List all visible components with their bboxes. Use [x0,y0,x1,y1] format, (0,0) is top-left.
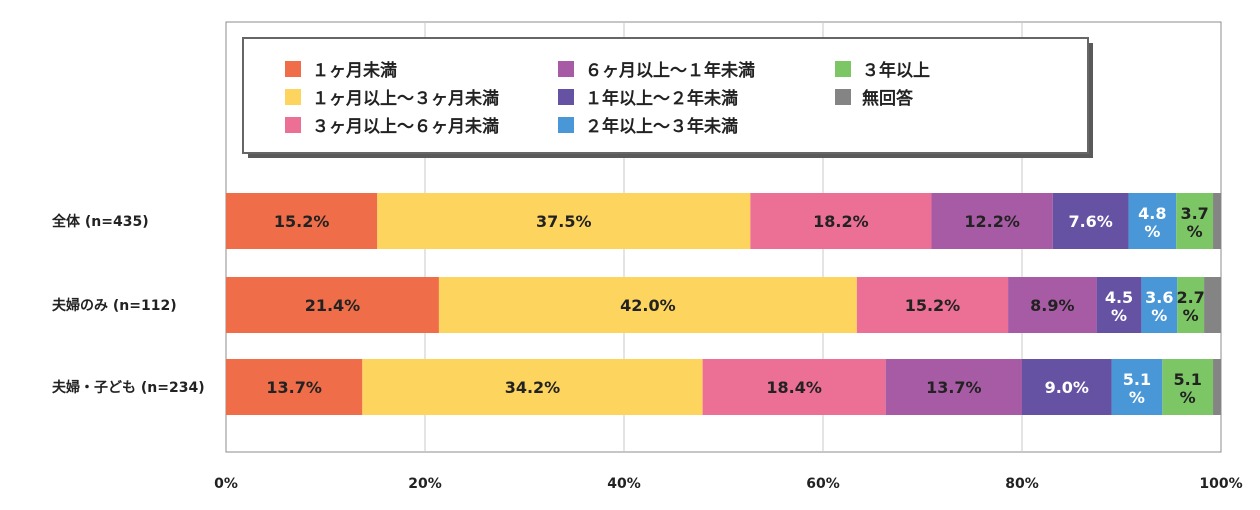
legend-swatch [558,61,574,77]
data-label: 15.2% [274,212,330,231]
bar-segment [226,359,363,415]
bar-segment [1052,193,1129,249]
bar-segment [1141,277,1178,333]
legend-label: ３年以上 [862,60,930,81]
data-label: 13.7% [926,378,982,397]
bar-segment [1213,193,1221,249]
x-tick-label: 40% [607,476,641,492]
bar-segment [1128,193,1177,249]
data-label: 42.0% [620,296,676,315]
data-label: 8.9% [1030,296,1074,315]
data-label: 18.4% [766,378,822,397]
bar-segment [1022,359,1112,415]
bar-segment [1162,359,1214,415]
bar-segment [885,359,1022,415]
legend-label: ２年以上〜３年未満 [585,116,738,137]
bar-segment [1204,277,1221,333]
legend-swatch [558,117,574,133]
legend-box [242,37,1089,154]
bar-segment [362,359,703,415]
bar-segment [377,193,751,249]
bar-segment [1111,359,1163,415]
legend-label: １年以上〜２年未満 [585,88,738,109]
bar-segment [1176,193,1214,249]
legend-swatch [285,117,301,133]
data-label: 21.4% [305,296,361,315]
data-label: 13.7% [266,378,322,397]
data-label: 2.7% [1176,288,1204,325]
bar-segment [702,359,886,415]
bar-segment [750,193,932,249]
data-label: 4.5% [1105,288,1133,325]
data-label: 5.1% [1123,370,1151,407]
legend-label: ３ヶ月以上〜６ヶ月未満 [312,116,499,137]
category-label: 夫婦のみ (n=112) [52,297,177,314]
data-label: 3.7% [1180,204,1208,241]
legend-label: １ヶ月以上〜３ヶ月未満 [312,88,499,109]
bar-segment [1096,277,1142,333]
data-label: 34.2% [505,378,561,397]
data-label: 12.2% [964,212,1020,231]
legend-swatch [285,61,301,77]
legend-label: 無回答 [862,88,914,109]
legend-swatch [835,61,851,77]
data-label: 7.6% [1068,212,1112,231]
bar-segment [1008,277,1097,333]
x-tick-label: 60% [806,476,840,492]
data-label: 4.8% [1138,204,1166,241]
legend-swatch [558,89,574,105]
bar-segment [438,277,857,333]
bar-segment [931,193,1053,249]
legend-swatch [835,89,851,105]
bar-segment [1213,359,1221,415]
x-tick-label: 0% [214,476,238,492]
legend-label: １ヶ月未満 [312,60,397,81]
data-label: 15.2% [905,296,961,315]
data-label: 37.5% [536,212,592,231]
bar-segment [226,277,439,333]
legend-label: ６ヶ月以上〜１年未満 [585,60,755,81]
bar-segment [1177,277,1205,333]
bar-segment [856,277,1009,333]
category-label: 全体 (n=435) [51,213,149,230]
data-label: 5.1% [1173,370,1201,407]
bar-segment [226,193,378,249]
x-tick-label: 20% [408,476,442,492]
data-label: 18.2% [813,212,869,231]
data-label: 3.6% [1145,288,1173,325]
x-tick-label: 80% [1005,476,1039,492]
category-label: 夫婦・子ども (n=234) [52,379,205,396]
legend-swatch [285,89,301,105]
x-tick-label: 100% [1199,476,1242,492]
data-label: 9.0% [1045,378,1089,397]
